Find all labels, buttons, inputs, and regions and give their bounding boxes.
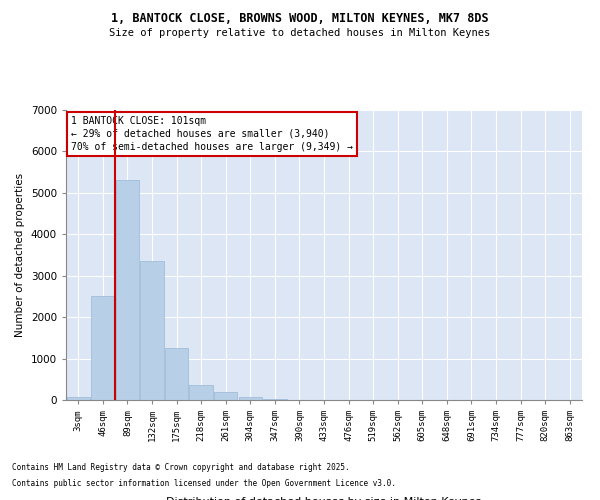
Bar [214,392,238,400]
Text: 1 BANTOCK CLOSE: 101sqm
← 29% of detached houses are smaller (3,940)
70% of semi: 1 BANTOCK CLOSE: 101sqm ← 29% of detache… [71,116,353,152]
Text: Contains public sector information licensed under the Open Government Licence v3: Contains public sector information licen… [12,478,396,488]
Bar [67,397,90,400]
Bar [140,261,164,400]
Bar [91,296,115,400]
Bar [190,384,213,400]
Bar [263,399,287,400]
Bar [165,348,188,400]
Bar [116,180,139,400]
Bar [239,396,262,400]
Text: Contains HM Land Registry data © Crown copyright and database right 2025.: Contains HM Land Registry data © Crown c… [12,464,350,472]
X-axis label: Distribution of detached houses by size in Milton Keynes: Distribution of detached houses by size … [166,497,482,500]
Text: 1, BANTOCK CLOSE, BROWNS WOOD, MILTON KEYNES, MK7 8DS: 1, BANTOCK CLOSE, BROWNS WOOD, MILTON KE… [111,12,489,26]
Text: Size of property relative to detached houses in Milton Keynes: Size of property relative to detached ho… [109,28,491,38]
Y-axis label: Number of detached properties: Number of detached properties [15,173,25,337]
